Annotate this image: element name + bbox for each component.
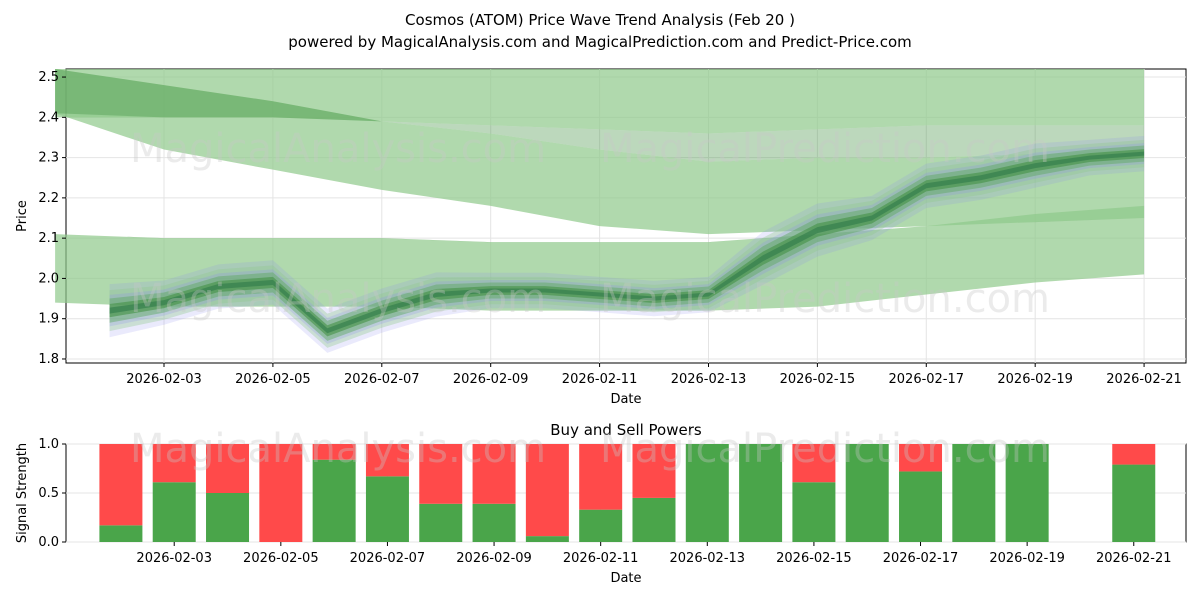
power-x-tick-label: 2026-02-11 [563, 551, 639, 566]
chart-title: Cosmos (ATOM) Price Wave Trend Analysis … [405, 11, 795, 29]
power-bars [99, 444, 1156, 542]
sell-bar [899, 444, 943, 472]
watermark-4: MagicalPrediction.com [600, 276, 1050, 322]
price-y-tick-label: 2.4 [38, 110, 59, 125]
price-y-tick-label: 1.9 [38, 312, 59, 327]
price-y-tick-label: 2.1 [38, 231, 59, 246]
buy-bar [312, 459, 356, 542]
sell-bar [472, 444, 516, 504]
price-x-tick-label: 2026-02-03 [126, 372, 202, 387]
price-x-tick-label: 2026-02-05 [235, 372, 311, 387]
power-x-tick-label: 2026-02-05 [243, 551, 319, 566]
power-y-label: Signal Strength [15, 443, 30, 543]
price-x-tick-label: 2026-02-15 [780, 372, 856, 387]
sell-bar [99, 444, 143, 526]
power-x-tick-label: 2026-02-09 [456, 551, 532, 566]
watermark-6: MagicalPrediction.com [600, 426, 1050, 472]
price-x-tick-label: 2026-02-17 [889, 372, 965, 387]
price-y-tick-label: 2.3 [38, 151, 59, 166]
price-x-ticks: 2026-02-03 2026-02-05 2026-02-07 2026-02-09… [126, 363, 1182, 387]
buy-bar [365, 476, 409, 542]
price-chart: 1.81.92.02.12.22.32.42.5 2026-02-03 2026-… [15, 68, 1187, 407]
buy-bar [472, 503, 516, 542]
sell-bar [525, 444, 569, 537]
buy-bar [1005, 444, 1049, 542]
power-x-tick-label: 2026-02-19 [989, 551, 1065, 566]
price-x-label: Date [610, 392, 641, 407]
sell-bar [206, 444, 250, 493]
chart-subtitle: powered by MagicalAnalysis.com and Magic… [288, 33, 912, 51]
price-wave-layer-5 [109, 149, 1145, 337]
power-x-tick-label: 2026-02-13 [670, 551, 746, 566]
sell-bar [1112, 444, 1156, 465]
sell-bar [792, 444, 836, 483]
buy-bar [899, 471, 943, 542]
buy-bar [952, 444, 996, 542]
power-x-label: Date [610, 571, 641, 586]
price-y-label: Price [15, 200, 30, 232]
price-band-3 [55, 205, 1145, 311]
sell-bar [419, 444, 463, 504]
power-y-tick-label: 1.0 [38, 437, 59, 452]
price-y-ticks: 1.8 1.9 2.0 2.1 2.2 2.3 2.4 2.5 [38, 70, 66, 367]
buy-bar [419, 503, 463, 542]
buy-bar [579, 509, 623, 542]
power-x-tick-label: 2026-02-07 [350, 551, 426, 566]
power-y-tick-label: 0.0 [38, 535, 59, 550]
watermark-1: MagicalAnalysis.com [130, 126, 546, 172]
power-x-ticks: 2026-02-03 2026-02-05 2026-02-07 2026-02-09… [136, 542, 1172, 566]
watermark-3: MagicalAnalysis.com [130, 276, 546, 322]
price-waves [109, 135, 1145, 353]
price-y-tick-label: 2.2 [38, 191, 59, 206]
sell-bar [365, 444, 409, 477]
watermark-2: MagicalPrediction.com [600, 126, 1050, 172]
buy-bar [685, 444, 729, 542]
price-wave-layer-6 [109, 151, 1145, 334]
buy-bar [152, 482, 196, 542]
price-x-tick-label: 2026-02-09 [453, 372, 529, 387]
sell-bar [259, 444, 303, 542]
sell-bar [152, 444, 196, 483]
buy-bar [99, 525, 143, 542]
watermark-5: MagicalAnalysis.com [130, 426, 546, 472]
price-x-tick-label: 2026-02-21 [1106, 372, 1182, 387]
price-bands [55, 69, 1145, 311]
power-x-tick-label: 2026-02-21 [1096, 551, 1172, 566]
power-x-tick-label: 2026-02-03 [136, 551, 212, 566]
buy-bar [845, 444, 889, 542]
band-overlap-top [55, 69, 1145, 162]
sell-bar [312, 444, 356, 460]
power-y-tick-label: 0.5 [38, 486, 59, 501]
buy-bar [792, 482, 836, 542]
buy-bar [206, 493, 250, 542]
sell-bar [632, 444, 676, 498]
power-x-tick-label: 2026-02-15 [776, 551, 852, 566]
price-wave-layer-1 [109, 135, 1145, 353]
buy-bar [525, 536, 569, 542]
price-x-tick-label: 2026-02-11 [562, 372, 638, 387]
buy-bar [1112, 464, 1156, 542]
power-x-tick-label: 2026-02-17 [883, 551, 959, 566]
price-x-tick-label: 2026-02-13 [671, 372, 747, 387]
power-y-ticks: 0.0 0.5 1.0 [38, 437, 66, 550]
sell-bar [579, 444, 623, 510]
price-y-tick-label: 2.5 [38, 70, 59, 85]
price-y-tick-label: 1.8 [38, 352, 59, 367]
buy-bar [739, 444, 783, 542]
power-chart: Buy and Sell Powers 0.0 0.5 1.0 2026-02-03… [15, 421, 1187, 586]
price-x-tick-label: 2026-02-07 [344, 372, 420, 387]
buy-bar [632, 497, 676, 542]
price-band-2 [55, 69, 1145, 235]
price-x-tick-label: 2026-02-19 [997, 372, 1073, 387]
price-y-tick-label: 2.0 [38, 271, 59, 286]
power-title: Buy and Sell Powers [550, 421, 702, 439]
